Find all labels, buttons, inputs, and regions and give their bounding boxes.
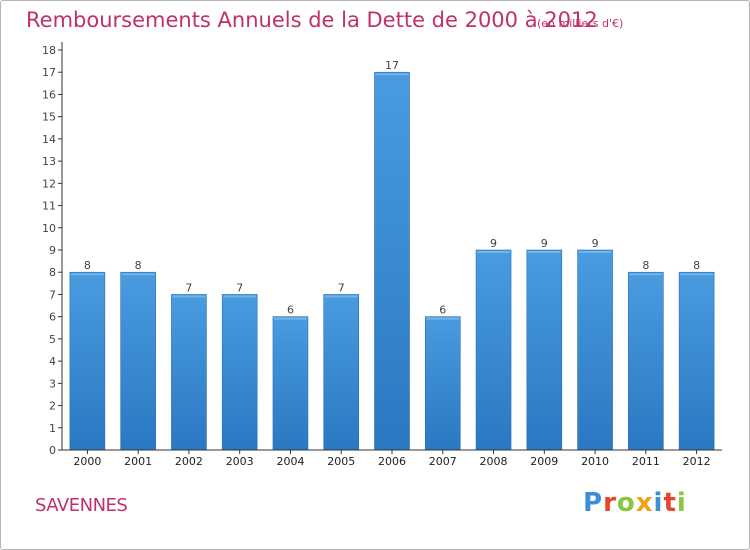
data-label: 8 bbox=[642, 259, 649, 272]
logo-letter: r bbox=[603, 488, 617, 518]
y-tick-label: 10 bbox=[42, 222, 56, 235]
y-tick-label: 2 bbox=[49, 400, 56, 413]
bar-highlight bbox=[578, 251, 612, 253]
data-label: 9 bbox=[592, 237, 599, 250]
data-label: 7 bbox=[338, 281, 345, 294]
logo-letter: i bbox=[653, 488, 664, 518]
bar-highlight bbox=[70, 273, 104, 276]
y-tick-label: 16 bbox=[42, 88, 56, 101]
bar bbox=[628, 271, 664, 451]
y-tick-label: 11 bbox=[42, 200, 56, 213]
bar-highlight bbox=[375, 73, 409, 76]
x-tick-label: 2005 bbox=[327, 455, 355, 468]
data-label: 17 bbox=[385, 59, 399, 72]
x-tick-label: 2000 bbox=[73, 455, 101, 468]
data-label: 8 bbox=[135, 259, 142, 272]
data-label: 8 bbox=[693, 259, 700, 272]
x-tick-label: 2007 bbox=[429, 455, 457, 468]
logo-letter: x bbox=[635, 488, 654, 518]
data-label: 9 bbox=[490, 237, 497, 250]
y-tick-label: 18 bbox=[42, 44, 56, 57]
town-name: SAVENNES bbox=[35, 495, 128, 516]
bar bbox=[526, 249, 563, 451]
y-tick-label: 7 bbox=[49, 288, 56, 301]
y-tick-label: 4 bbox=[49, 355, 56, 368]
data-label: 6 bbox=[439, 304, 446, 317]
y-tick-label: 5 bbox=[49, 333, 56, 346]
x-tick-label: 2009 bbox=[530, 455, 558, 468]
bar-series bbox=[69, 71, 715, 451]
x-tick-label: 2008 bbox=[480, 455, 508, 468]
data-label: 7 bbox=[185, 281, 192, 294]
bar-highlight bbox=[680, 273, 714, 276]
chart-subtitle: (en milliers d'€) bbox=[537, 17, 624, 30]
logo-letter: i bbox=[676, 488, 687, 518]
x-tick-label: 2012 bbox=[683, 455, 711, 468]
bar bbox=[69, 271, 106, 451]
bar-highlight bbox=[121, 273, 155, 276]
bar bbox=[221, 294, 258, 451]
y-tick-label: 0 bbox=[49, 444, 56, 457]
data-label: 7 bbox=[236, 281, 243, 294]
y-tick-label: 9 bbox=[49, 244, 56, 257]
proxiti-logo: Proxiti bbox=[583, 488, 687, 518]
bar-highlight bbox=[527, 251, 561, 253]
bar bbox=[475, 249, 512, 451]
x-tick-label: 2002 bbox=[175, 455, 203, 468]
bar bbox=[272, 316, 309, 451]
bar bbox=[171, 294, 207, 451]
data-label: 8 bbox=[84, 259, 91, 272]
bar bbox=[424, 316, 461, 451]
y-tick-label: 13 bbox=[42, 155, 56, 168]
y-tick-label: 14 bbox=[42, 133, 56, 146]
data-label: 6 bbox=[287, 304, 294, 317]
y-tick-label: 8 bbox=[49, 266, 56, 279]
bar bbox=[374, 71, 410, 451]
bar-highlight bbox=[273, 317, 307, 320]
bar-highlight bbox=[426, 317, 460, 320]
bar bbox=[323, 294, 360, 451]
bar-highlight bbox=[477, 251, 511, 253]
bar bbox=[120, 271, 156, 451]
x-tick-label: 2004 bbox=[276, 455, 304, 468]
x-tick-label: 2011 bbox=[632, 455, 660, 468]
logo-letter: o bbox=[616, 488, 636, 518]
y-tick-label: 12 bbox=[42, 177, 56, 190]
bar-highlight bbox=[172, 295, 206, 298]
data-labels: 8 8 7 7 6 7 17 6 9 9 9 8 8 bbox=[84, 59, 700, 316]
x-tick-label: 2006 bbox=[378, 455, 406, 468]
bar bbox=[678, 271, 715, 451]
data-label: 9 bbox=[541, 237, 548, 250]
y-tick-label: 15 bbox=[42, 111, 56, 124]
y-tick-label: 3 bbox=[49, 377, 56, 390]
y-tick-label: 1 bbox=[49, 422, 56, 435]
logo-letter: t bbox=[663, 488, 677, 518]
bar-highlight bbox=[324, 295, 358, 298]
bar-highlight bbox=[223, 295, 257, 298]
logo-letter: P bbox=[583, 488, 604, 518]
bar-highlight bbox=[629, 273, 663, 276]
x-tick-label: 2001 bbox=[124, 455, 152, 468]
x-tick-label: 2010 bbox=[581, 455, 609, 468]
bar bbox=[577, 249, 613, 451]
x-tick-label: 2003 bbox=[226, 455, 254, 468]
y-tick-label: 6 bbox=[49, 311, 56, 324]
chart-title: Remboursements Annuels de la Dette de 20… bbox=[26, 8, 598, 32]
y-tick-label: 17 bbox=[42, 66, 56, 79]
